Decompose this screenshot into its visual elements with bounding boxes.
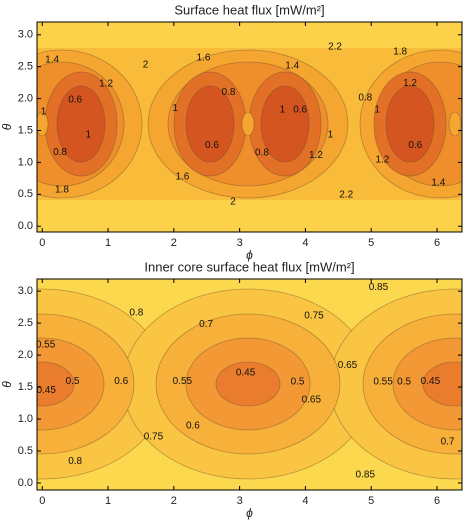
- contour-label: 1: [172, 103, 178, 114]
- contour-label: 0.8: [68, 456, 82, 467]
- contour-label: 1.8: [393, 47, 407, 58]
- contour-fill: [37, 22, 462, 232]
- y-tick-label: 2.0: [18, 93, 33, 105]
- x-tick-label: 6: [434, 237, 440, 249]
- contour-label: 0.6: [186, 421, 200, 432]
- contour-fill: [37, 279, 462, 490]
- x-axis-label: ϕ: [246, 248, 253, 262]
- plot-frame: [36, 21, 463, 233]
- contour-label: 0.5: [291, 377, 305, 388]
- y-tick-label: 2.5: [18, 61, 33, 73]
- contour-label: 0.75: [304, 311, 324, 322]
- contour-label: 1.2: [309, 150, 323, 161]
- y-tick-label: 1.0: [18, 413, 33, 425]
- contour-label: 1.2: [375, 155, 389, 166]
- contour-label: 0.65: [302, 394, 322, 405]
- contour-label: 0.45: [36, 385, 56, 396]
- contour-label: 0.55: [36, 339, 56, 350]
- contour-label: 1: [280, 105, 286, 116]
- contour-label: 0.6: [293, 105, 307, 116]
- x-tick-label: 1: [105, 237, 111, 249]
- contour-label: 1.8: [55, 185, 69, 196]
- contour-label: 0.5: [397, 377, 411, 388]
- y-tick-label: 0.0: [18, 477, 33, 489]
- contour-label: 0.8: [255, 147, 269, 158]
- y-tick-label: 2.0: [18, 349, 33, 361]
- x-tick-label: 2: [171, 495, 177, 507]
- x-tick-label: 5: [368, 237, 374, 249]
- y-tick-label: 1.5: [18, 381, 33, 393]
- x-tick-label: 1: [105, 495, 111, 507]
- contour-label: 0.45: [236, 368, 256, 379]
- x-tick-label: 4: [302, 237, 308, 249]
- contour-label: 0.5: [66, 376, 80, 387]
- contour-label: 1.4: [431, 177, 445, 188]
- contour-label: 1.4: [285, 61, 299, 72]
- contour-label: 2.2: [328, 42, 342, 53]
- contour-label: 0.8: [358, 93, 372, 104]
- contour-label: 2.2: [339, 190, 353, 201]
- contour-label: 0.7: [441, 437, 455, 448]
- contour-label: 1: [41, 107, 47, 118]
- contour-label: 0.6: [68, 95, 82, 106]
- contour-label: 0.8: [129, 308, 143, 319]
- contour-label: 0.8: [53, 147, 67, 158]
- contour-label: 0.45: [421, 376, 441, 387]
- contour-label: 0.6: [408, 140, 422, 151]
- y-axis-label: θ: [0, 123, 14, 130]
- contour-label: 0.8: [221, 87, 235, 98]
- y-tick-label: 0.5: [18, 445, 33, 457]
- contour-label: 1.6: [196, 52, 210, 63]
- contour-label: 1.2: [403, 78, 417, 89]
- contour-label: 0.55: [173, 376, 193, 387]
- contour-label: 0.75: [144, 432, 164, 443]
- chart-title: Inner core surface heat flux [mW/m²]: [144, 259, 354, 274]
- contour-label: 2: [143, 59, 149, 70]
- x-tick-label: 3: [237, 495, 243, 507]
- x-tick-label: 5: [368, 495, 374, 507]
- contour-label: 0.65: [338, 360, 358, 371]
- chart-title: Surface heat flux [mW/m²]: [174, 2, 324, 17]
- x-tick-label: 4: [302, 495, 308, 507]
- contour-label: 0.7: [199, 319, 213, 330]
- y-tick-label: 0.5: [18, 188, 33, 200]
- contour-label: 1.6: [175, 172, 189, 183]
- y-tick-label: 0.0: [18, 220, 33, 232]
- contour-label: 0.55: [373, 377, 393, 388]
- contour-label: 1.4: [45, 54, 59, 65]
- y-axis-label: θ: [0, 381, 14, 388]
- contour-label: 1: [86, 130, 92, 141]
- contour-label: 0.6: [205, 140, 219, 151]
- contour-label: 1: [328, 130, 334, 141]
- plot-frame: [36, 278, 463, 491]
- y-tick-label: 1.5: [18, 124, 33, 136]
- contour-label: 1: [374, 105, 380, 116]
- contour-label: 0.85: [356, 469, 376, 480]
- contour-label: 1.2: [99, 79, 113, 90]
- x-tick-label: 0: [39, 237, 45, 249]
- contour-label: 0.6: [114, 376, 128, 387]
- x-tick-label: 6: [434, 495, 440, 507]
- contour-label: 2: [230, 197, 236, 208]
- y-tick-label: 3.0: [18, 29, 33, 41]
- x-tick-label: 0: [39, 495, 45, 507]
- y-tick-label: 3.0: [18, 285, 33, 297]
- x-axis-label: ϕ: [246, 506, 253, 520]
- x-tick-label: 2: [171, 237, 177, 249]
- x-tick-label: 3: [237, 237, 243, 249]
- y-tick-label: 2.5: [18, 317, 33, 329]
- contour-label: 0.85: [369, 282, 389, 293]
- y-tick-label: 1.0: [18, 156, 33, 168]
